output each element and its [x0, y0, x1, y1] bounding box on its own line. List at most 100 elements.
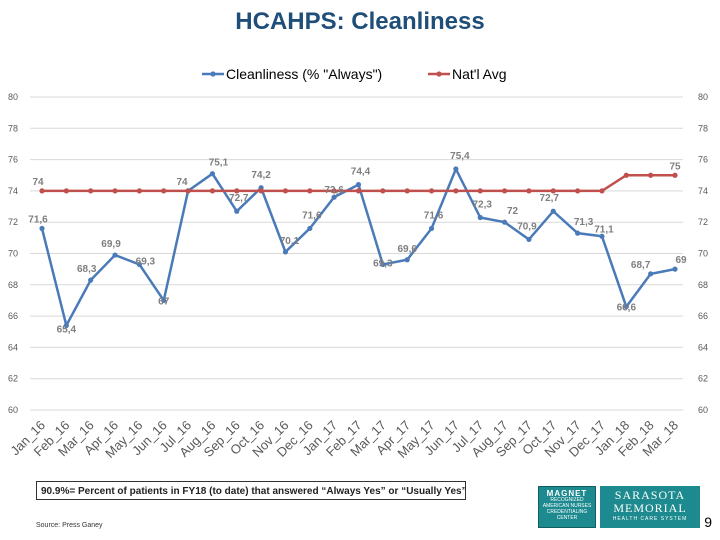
data-point	[672, 172, 678, 178]
data-point	[477, 188, 483, 194]
data-label: 75,1	[209, 158, 229, 169]
data-labels: 71,6 65,4 68,3 69,9 69,3 67 74 75,1 72,7 74,2 70,1…	[28, 151, 687, 335]
data-point	[112, 188, 118, 194]
data-label: 72,7	[540, 193, 560, 204]
y-tick-label-right: 70	[698, 249, 708, 259]
data-point	[428, 225, 435, 232]
data-point	[161, 297, 167, 304]
y-tick-label-right: 72	[698, 217, 708, 227]
data-label: 71,6	[424, 210, 444, 221]
legend-label: Cleanliness (% "Always")	[226, 66, 382, 82]
chart-series	[39, 165, 678, 329]
data-point	[331, 194, 337, 200]
x-axis: Jan_16Feb_16Mar_16Apr_16May_16Jun_16Jul_…	[7, 418, 681, 461]
data-label-natl: 74	[32, 177, 44, 188]
data-point	[380, 261, 386, 268]
data-point	[477, 214, 483, 221]
sarasota-memorial-logo: SARASOTA MEMORIAL HEALTH CARE SYSTEM	[600, 486, 700, 528]
y-tick-label-right: 76	[698, 155, 708, 165]
data-point	[136, 188, 142, 194]
magnet-logo: MAGNET RECOGNIZED AMERICAN NURSES CREDEN…	[538, 486, 596, 528]
y-tick-label-left: 66	[8, 311, 18, 321]
chart-title: HCAHPS: Cleanliness	[235, 8, 485, 35]
data-label: 68,7	[631, 260, 651, 271]
y-tick-label-right: 78	[698, 123, 708, 133]
y-tick-label-right: 80	[698, 92, 708, 102]
data-point	[453, 188, 459, 194]
source-note: Source: Press Ganey	[36, 522, 103, 529]
data-point	[648, 271, 654, 277]
y-axis-left: 60 62 64 66 68 70 72 74 76 78 80	[8, 92, 18, 415]
data-label: 69,9	[101, 239, 121, 250]
data-point	[404, 257, 410, 263]
data-point	[526, 188, 532, 194]
chart-grid	[30, 96, 683, 411]
data-label: 65,4	[57, 324, 77, 335]
data-point	[39, 225, 45, 232]
magnet-word: MAGNET	[546, 489, 588, 498]
data-point	[648, 172, 654, 178]
data-label: 74	[177, 177, 189, 188]
data-point	[526, 236, 532, 243]
logo-line-3: HEALTH CARE SYSTEM	[612, 516, 688, 522]
data-label: 70,1	[280, 236, 300, 247]
y-tick-label-right: 62	[698, 374, 708, 384]
legend-label: Nat'l Avg	[452, 66, 507, 82]
data-point	[623, 304, 629, 310]
data-point	[39, 188, 45, 194]
data-label: 70,9	[517, 221, 537, 232]
data-point	[209, 171, 216, 177]
chart-legend: Cleanliness (% "Always") Nat'l Avg	[202, 66, 507, 82]
data-point	[355, 188, 362, 194]
y-tick-label-right: 68	[698, 280, 708, 290]
data-label: 72,7	[229, 193, 249, 204]
logo-line-1: SARASOTA	[614, 488, 686, 502]
data-point	[380, 188, 386, 194]
data-point	[599, 188, 605, 194]
data-point	[112, 252, 118, 258]
legend-marker	[210, 71, 216, 77]
data-point	[209, 188, 216, 194]
data-point	[550, 188, 556, 194]
data-label: 72,3	[472, 200, 492, 211]
y-tick-label-left: 60	[8, 405, 18, 415]
page-number: 9	[704, 514, 712, 530]
data-point	[234, 188, 240, 194]
data-point	[63, 322, 69, 329]
data-point	[501, 188, 508, 194]
data-label-natl: 75	[669, 161, 681, 172]
y-tick-label-left: 78	[8, 123, 18, 133]
data-point	[575, 230, 581, 236]
y-tick-label-left: 80	[8, 92, 18, 102]
y-tick-label-left: 62	[8, 374, 18, 384]
data-point	[234, 208, 240, 214]
data-point	[623, 172, 629, 178]
data-point	[404, 188, 410, 194]
data-point	[453, 166, 459, 172]
data-point	[161, 188, 167, 194]
data-label: 71,6	[28, 214, 48, 225]
y-tick-label-right: 74	[698, 186, 708, 196]
data-point	[185, 188, 191, 194]
data-point	[63, 188, 69, 194]
data-point	[355, 182, 362, 188]
data-label: 71,3	[574, 217, 594, 228]
data-label: 66,6	[617, 303, 637, 314]
magnet-sub: RECOGNIZED	[550, 497, 584, 503]
data-point	[672, 266, 678, 272]
y-tick-label-left: 72	[8, 217, 18, 227]
data-point	[307, 188, 313, 194]
line-chart: Cleanliness (% "Always") Nat'l Avg 60 62 64…	[7, 66, 708, 461]
data-label: 68,3	[77, 264, 97, 275]
data-label: 74,4	[351, 167, 371, 178]
data-point	[136, 261, 142, 268]
magnet-org: AMERICAN NURSES CREDENTIALING CENTER	[542, 503, 592, 521]
data-label: 69,3	[373, 258, 393, 269]
legend-marker	[436, 71, 442, 77]
data-label: 71,1	[594, 224, 614, 235]
data-point	[599, 233, 605, 239]
data-point	[550, 208, 556, 214]
data-point	[575, 188, 581, 194]
logo-line-2: MEMORIAL	[613, 501, 687, 515]
footnote: 90.9%= Percent of patients in FY18 (to d…	[36, 481, 467, 500]
